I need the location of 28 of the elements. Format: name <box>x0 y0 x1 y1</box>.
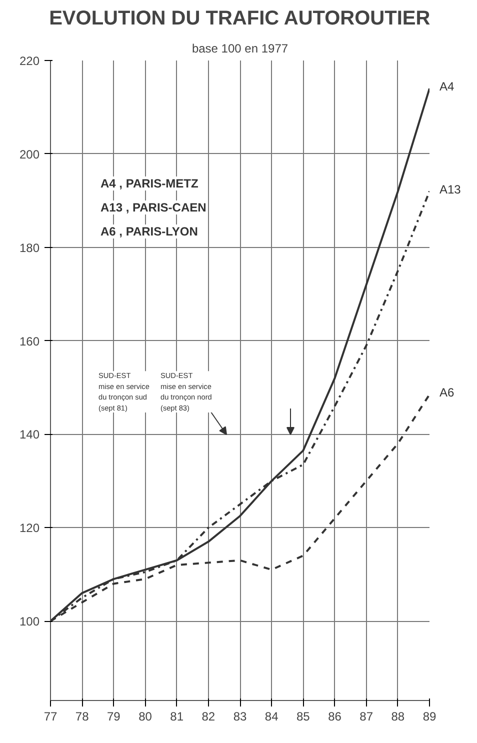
x-tick-label: 81 <box>170 710 184 724</box>
x-tick-label: 86 <box>328 710 342 724</box>
y-tick-label: 160 <box>19 334 40 348</box>
x-tick-label: 89 <box>422 710 436 724</box>
x-tick-label: 84 <box>264 710 279 724</box>
x-tick-label: 85 <box>296 710 310 724</box>
x-tick-label: 78 <box>75 710 90 724</box>
y-tick-label: 120 <box>19 521 40 536</box>
x-tick-label: 77 <box>44 710 58 724</box>
x-tick-label: 79 <box>106 710 121 724</box>
chart-title: EVOLUTION DU TRAFIC AUTOROUTIER <box>49 8 431 30</box>
x-tick-label: 88 <box>391 710 405 724</box>
y-tick-label: 180 <box>19 240 40 255</box>
y-tick-label: 140 <box>19 428 40 442</box>
x-tick-label: 83 <box>233 710 247 724</box>
y-tick-label: 100 <box>19 614 40 629</box>
annotation: A4 , PARIS-METZ <box>100 176 198 190</box>
x-tick-label: 80 <box>138 710 152 724</box>
series-label: A4 <box>440 80 455 94</box>
y-tick-label: 200 <box>19 147 40 162</box>
annotation: A6 , PARIS-LYON <box>100 224 198 238</box>
series-label: A13 <box>440 182 462 196</box>
chart-subtitle: base 100 en 1977 <box>192 42 288 56</box>
y-tick-label: 220 <box>19 54 40 68</box>
x-tick-label: 87 <box>360 710 374 724</box>
series-label: A6 <box>440 386 455 400</box>
annotation: A13 , PARIS-CAEN <box>100 200 206 214</box>
x-tick-label: 82 <box>202 710 216 724</box>
